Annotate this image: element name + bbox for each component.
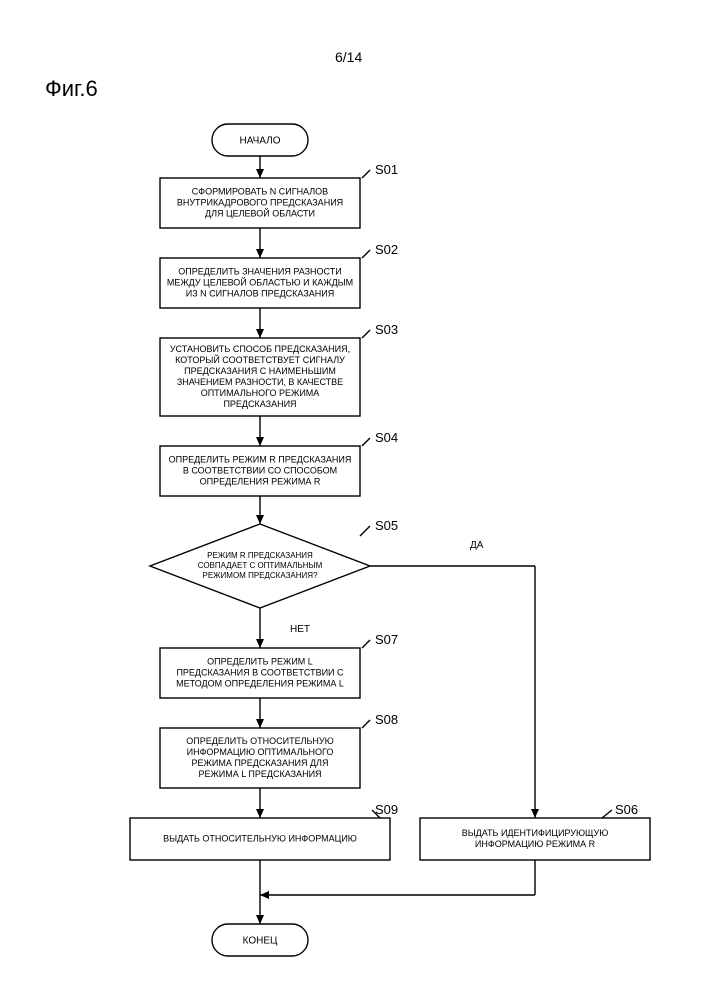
svg-text:МЕЖДУ ЦЕЛЕВОЙ ОБЛАСТЬЮ И КАЖДЫ: МЕЖДУ ЦЕЛЕВОЙ ОБЛАСТЬЮ И КАЖДЫМ bbox=[167, 276, 353, 287]
svg-text:ОПРЕДЕЛИТЬ ЗНАЧЕНИЯ РАЗНОСТИ: ОПРЕДЕЛИТЬ ЗНАЧЕНИЯ РАЗНОСТИ bbox=[178, 266, 341, 276]
process-s01: СФОРМИРОВАТЬ N СИГНАЛОВВНУТРИКАДРОВОГО П… bbox=[160, 178, 360, 228]
step-label-s08: S08 bbox=[375, 712, 398, 727]
svg-text:ОПТИМАЛЬНОГО РЕЖИМА: ОПТИМАЛЬНОГО РЕЖИМА bbox=[201, 388, 320, 398]
process-s03: УСТАНОВИТЬ СПОСОБ ПРЕДСКАЗАНИЯ,КОТОРЫЙ С… bbox=[160, 338, 360, 416]
process-s02: ОПРЕДЕЛИТЬ ЗНАЧЕНИЯ РАЗНОСТИМЕЖДУ ЦЕЛЕВО… bbox=[160, 258, 360, 308]
svg-text:ВЫДАТЬ ИДЕНТИФИЦИРУЮЩУЮ: ВЫДАТЬ ИДЕНТИФИЦИРУЮЩУЮ bbox=[462, 828, 609, 838]
svg-text:В СООТВЕТСТВИИ СО СПОСОБОМ: В СООТВЕТСТВИИ СО СПОСОБОМ bbox=[183, 465, 337, 475]
step-label-s01: S01 bbox=[375, 162, 398, 177]
svg-text:ИНФОРМАЦИЮ РЕЖИМА R: ИНФОРМАЦИЮ РЕЖИМА R bbox=[475, 839, 596, 849]
svg-text:ИЗ N СИГНАЛОВ ПРЕДСКАЗАНИЯ: ИЗ N СИГНАЛОВ ПРЕДСКАЗАНИЯ bbox=[186, 288, 334, 298]
step-label-s04: S04 bbox=[375, 430, 398, 445]
svg-text:РЕЖИМА ПРЕДСКАЗАНИЯ ДЛЯ: РЕЖИМА ПРЕДСКАЗАНИЯ ДЛЯ bbox=[192, 758, 329, 768]
svg-text:КОНЕЦ: КОНЕЦ bbox=[243, 936, 278, 947]
process-s04: ОПРЕДЕЛИТЬ РЕЖИМ R ПРЕДСКАЗАНИЯВ СООТВЕТ… bbox=[160, 446, 360, 496]
svg-text:РЕЖИМОМ ПРЕДСКАЗАНИЯ?: РЕЖИМОМ ПРЕДСКАЗАНИЯ? bbox=[202, 571, 318, 580]
svg-text:ВЫДАТЬ ОТНОСИТЕЛЬНУЮ ИНФОРМАЦИ: ВЫДАТЬ ОТНОСИТЕЛЬНУЮ ИНФОРМАЦИЮ bbox=[163, 833, 357, 843]
flowchart-canvas: Фиг.6 6/14 НАЧАЛО КОНЕЦ СФОРМИРОВАТЬ N СИГНА… bbox=[0, 0, 707, 1000]
terminal-start: НАЧАЛО bbox=[212, 124, 308, 156]
svg-text:ОПРЕДЕЛИТЬ РЕЖИМ R ПРЕДСКАЗАНИ: ОПРЕДЕЛИТЬ РЕЖИМ R ПРЕДСКАЗАНИЯ bbox=[169, 454, 352, 464]
svg-text:ДЛЯ ЦЕЛЕВОЙ ОБЛАСТИ: ДЛЯ ЦЕЛЕВОЙ ОБЛАСТИ bbox=[205, 207, 315, 218]
svg-text:ВНУТРИКАДРОВОГО ПРЕДСКАЗАНИЯ: ВНУТРИКАДРОВОГО ПРЕДСКАЗАНИЯ bbox=[177, 197, 343, 207]
step-label-s09: S09 bbox=[375, 802, 398, 817]
step-label-s03: S03 bbox=[375, 322, 398, 337]
svg-text:ЗНАЧЕНИЕМ РАЗНОСТИ, В КАЧЕСТВЕ: ЗНАЧЕНИЕМ РАЗНОСТИ, В КАЧЕСТВЕ bbox=[177, 377, 343, 387]
svg-text:КОТОРЫЙ СООТВЕТСТВУЕТ СИГНАЛУ: КОТОРЫЙ СООТВЕТСТВУЕТ СИГНАЛУ bbox=[175, 354, 345, 365]
process-s06: ВЫДАТЬ ИДЕНТИФИЦИРУЮЩУЮИНФОРМАЦИЮ РЕЖИМА… bbox=[420, 818, 650, 860]
figure-title: Фиг.6 bbox=[45, 76, 98, 101]
decision-s05: РЕЖИМ R ПРЕДСКАЗАНИЯСОВПАДАЕТ С ОПТИМАЛЬ… bbox=[150, 524, 370, 608]
svg-text:РЕЖИМА L ПРЕДСКАЗАНИЯ: РЕЖИМА L ПРЕДСКАЗАНИЯ bbox=[198, 769, 321, 779]
svg-text:ОПРЕДЕЛИТЬ ОТНОСИТЕЛЬНУЮ: ОПРЕДЕЛИТЬ ОТНОСИТЕЛЬНУЮ bbox=[186, 736, 333, 746]
step-label-s06: S06 bbox=[615, 802, 638, 817]
svg-text:ОПРЕДЕЛЕНИЯ РЕЖИМА R: ОПРЕДЕЛЕНИЯ РЕЖИМА R bbox=[200, 476, 321, 486]
svg-text:НАЧАЛО: НАЧАЛО bbox=[239, 136, 280, 147]
step-label-s05: S05 bbox=[375, 518, 398, 533]
svg-text:СОВПАДАЕТ С ОПТИМАЛЬНЫМ: СОВПАДАЕТ С ОПТИМАЛЬНЫМ bbox=[198, 561, 323, 570]
process-s08: ОПРЕДЕЛИТЬ ОТНОСИТЕЛЬНУЮИНФОРМАЦИЮ ОПТИМ… bbox=[160, 728, 360, 788]
svg-text:РЕЖИМ R ПРЕДСКАЗАНИЯ: РЕЖИМ R ПРЕДСКАЗАНИЯ bbox=[207, 551, 313, 560]
page-number: 6/14 bbox=[335, 49, 362, 65]
process-s09: ВЫДАТЬ ОТНОСИТЕЛЬНУЮ ИНФОРМАЦИЮ bbox=[130, 818, 390, 860]
step-label-s07: S07 bbox=[375, 632, 398, 647]
branch-no-label: НЕТ bbox=[290, 624, 310, 635]
step-label-s02: S02 bbox=[375, 242, 398, 257]
process-s07: ОПРЕДЕЛИТЬ РЕЖИМ LПРЕДСКАЗАНИЯ В СООТВЕТ… bbox=[160, 648, 360, 698]
svg-text:ИНФОРМАЦИЮ ОПТИМАЛЬНОГО: ИНФОРМАЦИЮ ОПТИМАЛЬНОГО bbox=[187, 747, 334, 757]
svg-text:ОПРЕДЕЛИТЬ РЕЖИМ L: ОПРЕДЕЛИТЬ РЕЖИМ L bbox=[207, 656, 313, 666]
svg-text:ПРЕДСКАЗАНИЯ С НАИМЕНЬШИМ: ПРЕДСКАЗАНИЯ С НАИМЕНЬШИМ bbox=[184, 366, 336, 376]
svg-text:СФОРМИРОВАТЬ N СИГНАЛОВ: СФОРМИРОВАТЬ N СИГНАЛОВ bbox=[192, 186, 328, 196]
svg-text:ПРЕДСКАЗАНИЯ: ПРЕДСКАЗАНИЯ bbox=[223, 399, 296, 409]
terminal-end: КОНЕЦ bbox=[212, 924, 308, 956]
svg-text:МЕТОДОМ ОПРЕДЕЛЕНИЯ РЕЖИМА L: МЕТОДОМ ОПРЕДЕЛЕНИЯ РЕЖИМА L bbox=[176, 678, 344, 688]
svg-text:ПРЕДСКАЗАНИЯ В СООТВЕТСТВИИ С: ПРЕДСКАЗАНИЯ В СООТВЕТСТВИИ С bbox=[176, 667, 344, 677]
branch-yes-label: ДА bbox=[470, 540, 484, 551]
svg-text:УСТАНОВИТЬ СПОСОБ ПРЕДСКАЗАНИЯ: УСТАНОВИТЬ СПОСОБ ПРЕДСКАЗАНИЯ, bbox=[170, 344, 350, 354]
